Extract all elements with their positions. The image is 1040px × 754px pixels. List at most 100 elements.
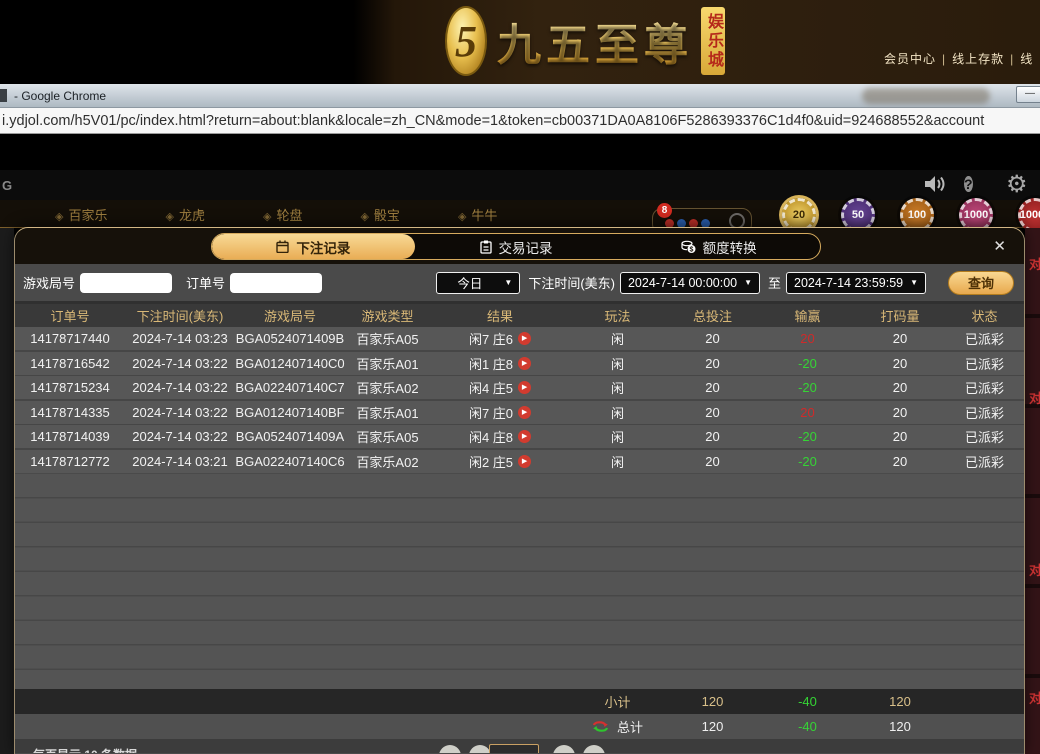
- bet-time-label: 下注时间(美东): [528, 276, 615, 291]
- nav-item[interactable]: ◈ 牛牛: [457, 208, 498, 223]
- aero-glass-blur: [862, 88, 990, 104]
- link-clipped[interactable]: 线: [1020, 52, 1034, 66]
- calendar-icon: [276, 240, 290, 253]
- settings-gear-icon[interactable]: ⚙: [1006, 171, 1028, 198]
- last-page-button[interactable]: »: [583, 745, 605, 753]
- table-cell: 已派彩: [964, 405, 1004, 421]
- nav-item[interactable]: ◈ 轮盘: [262, 208, 303, 223]
- first-page-button[interactable]: «: [439, 745, 461, 753]
- play-video-icon[interactable]: ▶: [518, 430, 532, 443]
- chevron-down-icon: ▼: [910, 278, 918, 287]
- table-cell: 14178715234: [30, 380, 110, 395]
- chevron-down-icon: ▼: [504, 278, 513, 287]
- chip-10000[interactable]: 10000: [1018, 198, 1040, 232]
- table-cell: 14178716542: [30, 355, 110, 371]
- clipboard-icon: [479, 240, 492, 254]
- round-filter-label: 游戏局号: [23, 276, 76, 291]
- search-button[interactable]: 查询: [948, 270, 1014, 295]
- table-cell: 闲: [610, 332, 624, 347]
- period-select[interactable]: 今日 ▼: [436, 271, 521, 294]
- nav-item-icon: ◈: [457, 211, 467, 223]
- column-header: 游戏类型: [361, 309, 414, 324]
- next-page-button[interactable]: ›: [553, 745, 575, 753]
- pagination-bar: 每页显示 10 条数据 « ‹ › »: [15, 739, 1024, 753]
- tab-bet-records[interactable]: 下注记录: [212, 234, 415, 259]
- order-filter-input[interactable]: [230, 272, 323, 293]
- table-cell: 闲: [610, 405, 624, 421]
- baccarat-table-sliver: 对 对 对 对: [1025, 228, 1040, 754]
- table-row: 14178714335 2024-7-14 03:22 BGA012407140BF…: [15, 400, 1024, 424]
- link-member-center[interactable]: 会员中心: [884, 52, 937, 66]
- table-cell: 14178714335: [30, 404, 110, 420]
- table-cell: 已派彩: [964, 454, 1004, 470]
- play-video-icon[interactable]: ▶: [518, 381, 532, 394]
- column-header: 输赢: [794, 309, 821, 324]
- bet-records-modal: 下注记录 交易记录 $ 额度转换 ✕ 游戏局号 订单号: [14, 227, 1025, 754]
- play-video-icon[interactable]: ▶: [518, 332, 532, 345]
- table-cell: 20: [892, 404, 908, 420]
- chip-50[interactable]: 50: [841, 198, 875, 232]
- table-cell: 2024-7-14 03:23: [132, 331, 228, 346]
- tab-transaction-records[interactable]: 交易记录: [415, 234, 618, 259]
- winloss-cell: -20: [798, 380, 817, 395]
- table-cell: 已派彩: [964, 381, 1004, 396]
- tab-credit-transfer[interactable]: $ 额度转换: [617, 234, 820, 259]
- banner-quick-links: 会员中心 | 线上存款 | 线: [884, 52, 1034, 66]
- prev-page-button[interactable]: ‹: [469, 745, 491, 753]
- help-icon[interactable]: ?: [964, 176, 973, 192]
- link-deposit[interactable]: 线上存款: [952, 52, 1005, 66]
- table-cell: 百家乐A01: [356, 405, 419, 421]
- table-cell: 20: [892, 453, 908, 469]
- minimize-button[interactable]: —: [1016, 86, 1040, 103]
- chrome-urlbar[interactable]: i.ydjol.com/h5V01/pc/index.html?return=a…: [0, 108, 1040, 134]
- result-cell: 闲2 庄5 ▶: [430, 452, 570, 471]
- round-filter-input[interactable]: [80, 272, 173, 293]
- table-row: 14178714039 2024-7-14 03:22 BGA0524071409A…: [15, 425, 1024, 448]
- table-cell: 闲: [610, 430, 624, 445]
- table-cell: 百家乐A02: [356, 454, 419, 470]
- to-label: 至: [767, 276, 781, 291]
- table-cell: 已派彩: [964, 332, 1004, 347]
- nav-item[interactable]: ◈ 百家乐: [55, 208, 108, 223]
- coin-transfer-icon: $: [681, 240, 696, 253]
- table-cell: 2024-7-14 03:22: [132, 429, 228, 444]
- pair-bet-label: 对: [1029, 691, 1040, 706]
- winloss-cell: -20: [798, 453, 817, 469]
- table-cell: BGA022407140C6: [235, 453, 345, 469]
- subtotal-bet: 120: [701, 694, 724, 709]
- chrome-titlebar: - Google Chrome —: [0, 84, 1040, 108]
- table-cell: 已派彩: [964, 430, 1004, 445]
- url-text[interactable]: i.ydjol.com/h5V01/pc/index.html?return=a…: [2, 112, 985, 129]
- winloss-cell: -20: [798, 429, 817, 444]
- table-cell: 20: [705, 429, 720, 444]
- to-datetime-select[interactable]: 2024-7-14 23:59:59 ▼: [786, 271, 926, 294]
- site-logo: 5 九五至尊 娱乐城: [445, 6, 725, 76]
- filter-row: 游戏局号 订单号 今日 ▼ 下注时间(美东) 2024-7-14 00:00:00…: [15, 264, 1024, 301]
- sound-icon[interactable]: [924, 174, 946, 199]
- play-video-icon[interactable]: ▶: [518, 356, 532, 370]
- table-cell: 百家乐A05: [356, 430, 419, 445]
- order-filter-label: 订单号: [186, 276, 226, 291]
- modal-tabs: 下注记录 交易记录 $ 额度转换: [211, 233, 821, 260]
- table-cell: 百家乐A02: [356, 381, 419, 396]
- pair-bet-label: 对: [1029, 257, 1040, 272]
- play-video-icon[interactable]: ▶: [518, 405, 532, 419]
- pair-bet-label: 对: [1029, 391, 1040, 406]
- subtotal-winloss: -40: [798, 694, 817, 709]
- close-icon[interactable]: ✕: [993, 238, 1006, 255]
- svg-text:$: $: [689, 246, 693, 253]
- nav-item[interactable]: ◈ 骰宝: [360, 208, 400, 223]
- total-row: 总计 120 -40 120: [15, 714, 1024, 739]
- game-nav-bar: ◈百家乐◈龙虎◈轮盘◈骰宝◈牛牛 8 2050100100010000›: [0, 198, 1040, 234]
- clipped-title-glyph: [0, 89, 7, 102]
- subtotal-turnover: 120: [889, 694, 911, 709]
- nav-item[interactable]: ◈ 龙虎: [165, 208, 205, 223]
- page-number-box[interactable]: [489, 744, 539, 753]
- from-datetime-select[interactable]: 2024-7-14 00:00:00 ▼: [619, 271, 760, 294]
- chip-1000[interactable]: 1000: [959, 198, 993, 232]
- play-video-icon[interactable]: ▶: [518, 454, 532, 468]
- notification-badge: 8: [657, 203, 672, 218]
- subtotal-row: 小计 120 -40 120: [15, 689, 1024, 714]
- window-title: - Google Chrome: [14, 89, 107, 103]
